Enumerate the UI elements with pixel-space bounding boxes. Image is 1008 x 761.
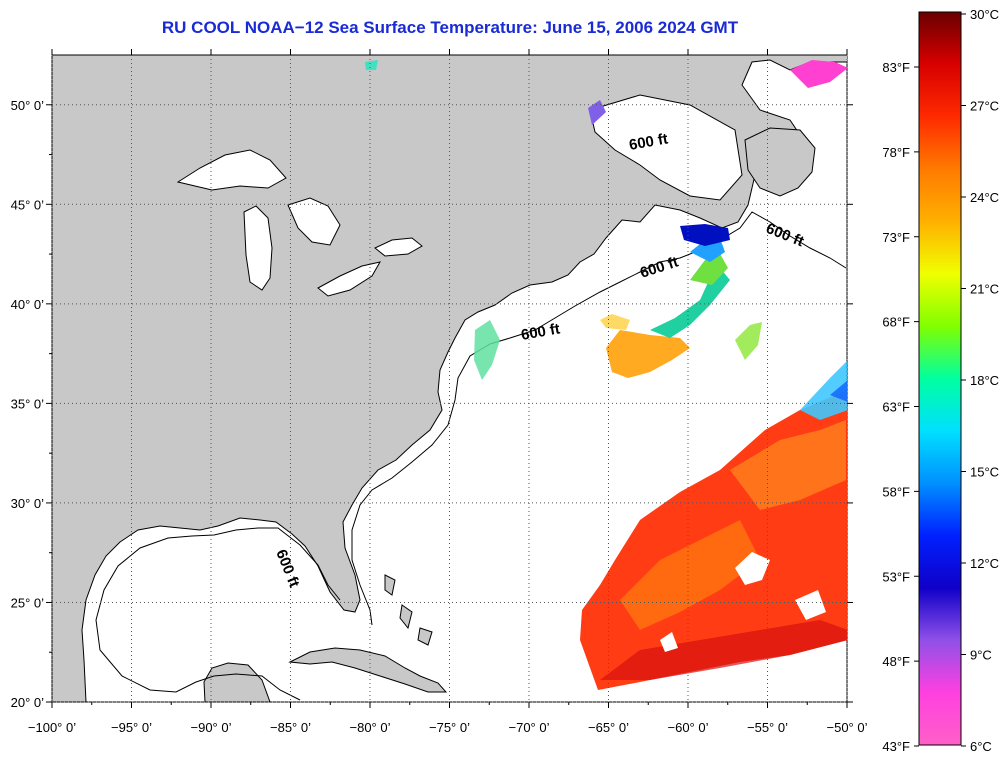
gulf-st-lawrence (589, 94, 743, 201)
colorbar-label-fahrenheit: 83°F (882, 60, 910, 75)
colorbar-label-celsius: 15°C (970, 465, 999, 480)
depth-label-newfoundland: 600 ft (628, 130, 670, 154)
lake-michigan (243, 205, 273, 291)
colorbar-gradient (918, 11, 962, 746)
land-bahamas (384, 574, 433, 646)
colorbar-label-celsius: 6°C (970, 739, 992, 754)
lon-tick-label: −90° 0’ (191, 720, 232, 735)
land-newfoundland (744, 127, 816, 197)
axis-labels: −100° 0’ −95° 0’ −90° 0’ −85° 0’ −80° 0’ −75°… (11, 98, 868, 735)
lon-tick-label: −65° 0’ (588, 720, 629, 735)
colorbar-label-celsius: 30°C (970, 7, 999, 22)
graticule (51, 55, 848, 703)
colorbar-label-fahrenheit: 43°F (882, 739, 910, 754)
colorbar-label-fahrenheit: 78°F (882, 145, 910, 160)
colorbar-label-celsius: 27°C (970, 99, 999, 114)
lake-superior (176, 149, 287, 191)
land-yucatan (203, 662, 271, 702)
colorbar-label-fahrenheit: 48°F (882, 654, 910, 669)
lat-tick-label: 20° 0’ (11, 695, 45, 710)
lat-tick-label: 50° 0’ (11, 98, 45, 113)
lon-tick-label: −60° 0’ (668, 720, 709, 735)
colorbar-label-fahrenheit: 68°F (882, 315, 910, 330)
lake-huron (287, 197, 341, 246)
colorbar-label-celsius: 18°C (970, 373, 999, 388)
land-cuba (288, 647, 448, 693)
lon-tick-label: −75° 0’ (429, 720, 470, 735)
depth-contour-600ft (95, 211, 847, 701)
colorbar-label-celsius: 21°C (970, 282, 999, 297)
colorbar-label-fahrenheit: 63°F (882, 400, 910, 415)
lat-tick-label: 40° 0’ (11, 297, 45, 312)
lon-tick-label: −95° 0’ (111, 720, 152, 735)
axis-ticks (46, 49, 853, 708)
lake-ontario (374, 237, 423, 257)
lon-tick-label: −85° 0’ (270, 720, 311, 735)
lat-tick-label: 35° 0’ (11, 396, 45, 411)
lon-tick-label: −70° 0’ (509, 720, 550, 735)
lat-tick-label: 45° 0’ (11, 197, 45, 212)
colorbar-label-fahrenheit: 73°F (882, 230, 910, 245)
lon-tick-label: −55° 0’ (747, 720, 788, 735)
map-title: RU COOL NOAA−12 Sea Surface Temperature:… (161, 18, 739, 37)
lon-tick-label: −100° 0’ (28, 720, 76, 735)
lat-tick-label: 25° 0’ (11, 595, 45, 610)
colorbar-label-celsius: 24°C (970, 190, 999, 205)
lon-tick-label: −50° 0’ (827, 720, 868, 735)
colorbar-label-celsius: 9°C (970, 648, 992, 663)
colorbar: 30°C 27°C 24°C 21°C 18°C 15°C 12°C 9°C 6°C 83°F 78… (882, 7, 999, 754)
colorbar-label-fahrenheit: 53°F (882, 569, 910, 584)
lon-tick-label: −80° 0’ (350, 720, 391, 735)
depth-label-georges-bank: 600 ft (520, 320, 562, 344)
lat-tick-label: 30° 0’ (11, 496, 45, 511)
colorbar-label-fahrenheit: 58°F (882, 484, 910, 499)
lake-erie (317, 261, 381, 297)
sst-data-layer (365, 60, 847, 690)
colorbar-label-celsius: 12°C (970, 556, 999, 571)
